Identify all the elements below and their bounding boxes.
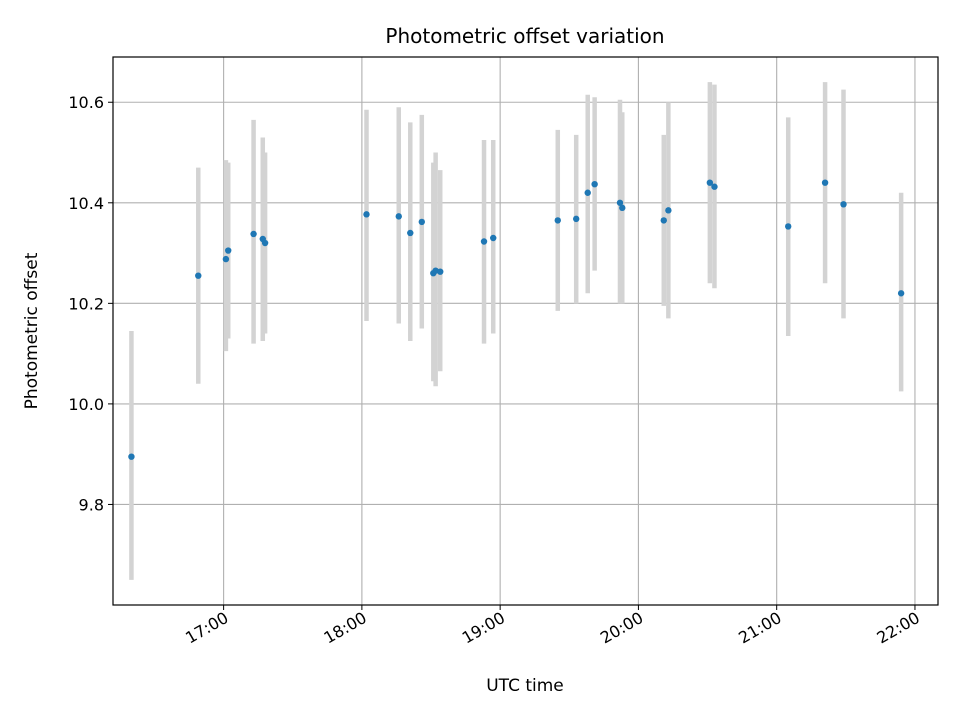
x-axis-title: UTC time xyxy=(486,676,564,696)
y-axis-title: Photometric offset xyxy=(22,252,42,409)
data-point xyxy=(785,223,792,230)
y-tick-label: 10.2 xyxy=(68,294,104,313)
data-point xyxy=(490,234,497,242)
x-tick-label: 19:00 xyxy=(459,608,508,648)
x-tick-label: 22:00 xyxy=(874,608,923,648)
data-point xyxy=(665,207,672,214)
y-tick-label: 10.0 xyxy=(68,395,104,414)
data-point xyxy=(591,180,598,188)
data-point xyxy=(616,199,624,206)
data-point xyxy=(128,453,135,460)
data-point xyxy=(261,239,269,247)
y-tick-label: 10.4 xyxy=(68,194,104,213)
data-point xyxy=(363,211,370,218)
data-point xyxy=(554,217,561,224)
chart-title: Photometric offset variation xyxy=(385,24,664,48)
x-axis: 17:00 18:00 19:00 20:00 21:00 22:00 xyxy=(182,605,923,648)
data-point xyxy=(572,215,580,223)
data-point xyxy=(619,204,626,212)
data-point xyxy=(706,179,714,186)
data-point xyxy=(225,247,232,254)
y-tick-label: 9.8 xyxy=(79,495,104,514)
x-tick-label: 21:00 xyxy=(735,608,784,648)
y-axis: 9.8 10.0 10.2 10.4 10.6 xyxy=(68,93,113,514)
data-point xyxy=(840,201,847,208)
data-point xyxy=(897,290,905,297)
x-tick-label: 20:00 xyxy=(597,608,646,648)
data-point xyxy=(407,229,414,237)
x-tick-label: 18:00 xyxy=(320,608,369,648)
data-point xyxy=(821,179,829,186)
data-point xyxy=(660,217,667,224)
data-point xyxy=(195,272,202,279)
plot-area-frame xyxy=(112,56,939,606)
data-point xyxy=(418,218,425,226)
error-bars xyxy=(129,82,904,580)
data-point xyxy=(437,268,444,275)
data-points xyxy=(128,179,905,460)
data-point xyxy=(480,238,488,245)
data-point xyxy=(584,189,591,196)
grid xyxy=(113,57,938,605)
data-point xyxy=(250,230,257,238)
data-point xyxy=(711,183,718,190)
data-point xyxy=(222,255,230,263)
y-tick-label: 10.6 xyxy=(68,93,104,112)
data-point xyxy=(395,213,402,220)
x-tick-label: 17:00 xyxy=(182,608,231,648)
